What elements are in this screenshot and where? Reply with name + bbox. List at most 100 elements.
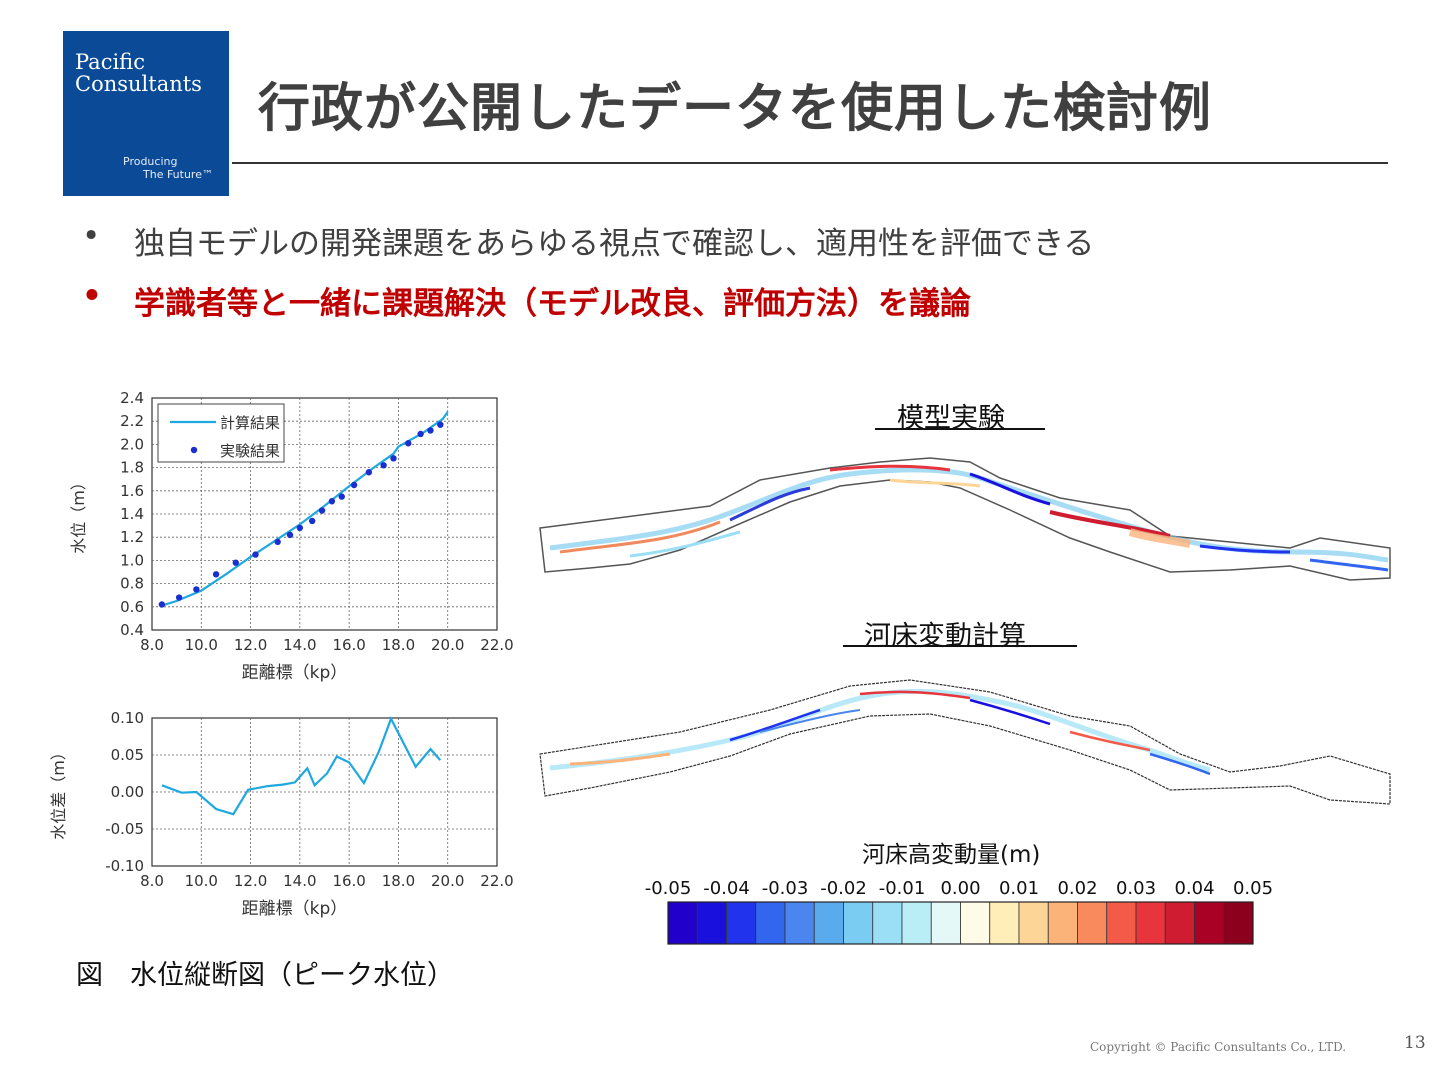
logo-tagline: Producing The Future™ xyxy=(123,155,213,181)
colorbar-tick-label: 0.04 xyxy=(1174,878,1214,899)
x-tick-label: 16.0 xyxy=(332,636,365,654)
y-axis-title: 水位差（m） xyxy=(49,744,68,840)
y-tick-label: 2.0 xyxy=(120,435,144,453)
bullet-marker: • xyxy=(82,278,102,314)
colorbar-tick-label: 0.02 xyxy=(1057,878,1097,899)
colorbar-frame xyxy=(667,901,1254,945)
experiment-riverbed-map xyxy=(539,457,1391,581)
logo-line1: Pacific xyxy=(75,50,145,74)
colorbar: -0.05 -0.04 -0.03 -0.02 -0.01 0.00 0.01 0.02 0.0… xyxy=(645,878,1273,945)
map-label-simulation: 河床変動計算 xyxy=(864,621,1026,652)
x-tick-label: 12.0 xyxy=(234,636,267,654)
x-tick-label: 8.0 xyxy=(140,872,164,890)
data-point xyxy=(232,559,239,566)
colorbar-swatch xyxy=(1106,901,1137,945)
colorbar-tick-label: -0.03 xyxy=(762,878,809,899)
data-point xyxy=(212,571,220,578)
legend-marker xyxy=(190,446,198,454)
y-tick-label: -0.10 xyxy=(105,857,144,875)
colorbar-swatch xyxy=(930,901,961,945)
colorbar-swatch xyxy=(813,901,844,945)
logo-tag1: Producing xyxy=(123,155,178,168)
legend-label: 実験結果 xyxy=(220,442,280,460)
colorbar-swatch xyxy=(901,901,932,945)
logo-wordmark: Pacific Consultants xyxy=(75,51,202,95)
x-tick-label: 10.0 xyxy=(185,636,218,654)
simulation-riverbed-map xyxy=(539,679,1391,805)
y-axis-title: 水位（m） xyxy=(69,474,88,554)
data-point xyxy=(338,493,345,500)
y-tick-label: 2.4 xyxy=(120,389,144,407)
y-tick-label: -0.05 xyxy=(105,820,144,838)
colorbar-tick-label: -0.02 xyxy=(820,878,867,899)
data-point xyxy=(296,524,304,532)
colorbar-swatch xyxy=(1164,901,1195,945)
colorbar-swatch xyxy=(1223,901,1254,945)
y-tick-label: 0.4 xyxy=(120,621,144,639)
data-point xyxy=(318,507,326,514)
x-tick-label: 8.0 xyxy=(140,636,164,654)
legend-box xyxy=(157,403,285,463)
series-line xyxy=(161,411,449,607)
logo-line2: Consultants xyxy=(75,72,202,96)
colorbar-swatch xyxy=(667,901,698,945)
colorbar-swatch xyxy=(784,901,815,945)
x-tick-label: 22.0 xyxy=(480,636,513,654)
colorbar-swatch xyxy=(872,901,903,945)
y-tick-label: 0.8 xyxy=(120,575,144,593)
colorbar-swatch xyxy=(843,901,874,945)
title-divider xyxy=(232,162,1388,164)
bullet-text: 独自モデルの開発課題をあらゆる視点で確認し、適用性を評価できる xyxy=(134,226,1095,262)
data-point xyxy=(308,517,316,525)
bullet-text: 学識者等と一緒に課題解決（モデル改良、評価方法）を議論 xyxy=(134,286,971,322)
x-tick-label: 12.0 xyxy=(234,872,267,890)
page-number: 13 xyxy=(1404,1033,1426,1053)
colorbar-swatch xyxy=(960,901,991,945)
logo-tag2: The Future™ xyxy=(143,168,213,181)
data-point xyxy=(350,481,358,489)
colorbar-swatch xyxy=(1194,901,1225,945)
colorbar-swatch xyxy=(989,901,1020,945)
copyright-text: Copyright © Pacific Consultants Co., LTD… xyxy=(1090,1040,1347,1054)
water-level-diff-chart: 8.0 10.0 12.0 14.0 16.0 18.0 20.0 22.0 -0.10 -0.0… xyxy=(49,709,514,919)
data-point xyxy=(274,538,281,546)
figure-caption: 図 水位縦断図（ピーク水位） xyxy=(76,960,454,991)
y-tick-label: 0.10 xyxy=(111,709,144,727)
y-tick-label: 1.8 xyxy=(120,459,144,477)
colorbar-tick-label: 0.00 xyxy=(940,878,980,899)
colorbar-swatch xyxy=(1047,901,1078,945)
data-point xyxy=(158,601,166,608)
colorbar-swatch xyxy=(1077,901,1108,945)
map-label-underline xyxy=(875,428,1045,430)
x-tick-label: 14.0 xyxy=(283,636,316,654)
legend-label: 計算結果 xyxy=(220,414,280,432)
water-level-chart: 8.0 10.0 12.0 14.0 16.0 18.0 20.0 22.0 0.4 0.6 0.8… xyxy=(69,389,514,683)
map-label-underline xyxy=(843,645,1077,647)
data-point xyxy=(427,427,434,434)
colorbar-tick-label: -0.04 xyxy=(703,878,750,899)
y-tick-label: 1.6 xyxy=(120,482,144,500)
colorbar-tick-label: 0.05 xyxy=(1233,878,1273,899)
data-point xyxy=(437,421,444,428)
data-point xyxy=(365,469,373,476)
colorbar-tick-label: -0.05 xyxy=(645,878,692,899)
x-tick-label: 18.0 xyxy=(382,636,415,654)
colorbar-tick-label: -0.01 xyxy=(879,878,926,899)
y-tick-label: 0.05 xyxy=(111,746,144,764)
data-point xyxy=(328,498,336,505)
x-tick-label: 16.0 xyxy=(332,872,365,890)
company-logo: Pacific Consultants Producing The Future… xyxy=(63,31,229,196)
colorbar-tick-label: 0.03 xyxy=(1116,878,1156,899)
colorbar-title: 河床高変動量(m) xyxy=(862,842,1041,868)
slide-title: 行政が公開したデータを使用した検討例 xyxy=(258,79,1213,139)
data-point xyxy=(175,594,183,601)
x-tick-label: 18.0 xyxy=(382,872,415,890)
x-tick-label: 14.0 xyxy=(283,872,316,890)
series-line xyxy=(161,715,442,816)
colorbar-swatch xyxy=(755,901,786,945)
y-tick-label: 1.4 xyxy=(120,505,144,523)
x-tick-label: 10.0 xyxy=(185,872,218,890)
y-tick-label: 2.2 xyxy=(120,412,144,430)
x-axis-title: 距離標（kp） xyxy=(242,663,348,683)
data-point xyxy=(380,462,387,469)
